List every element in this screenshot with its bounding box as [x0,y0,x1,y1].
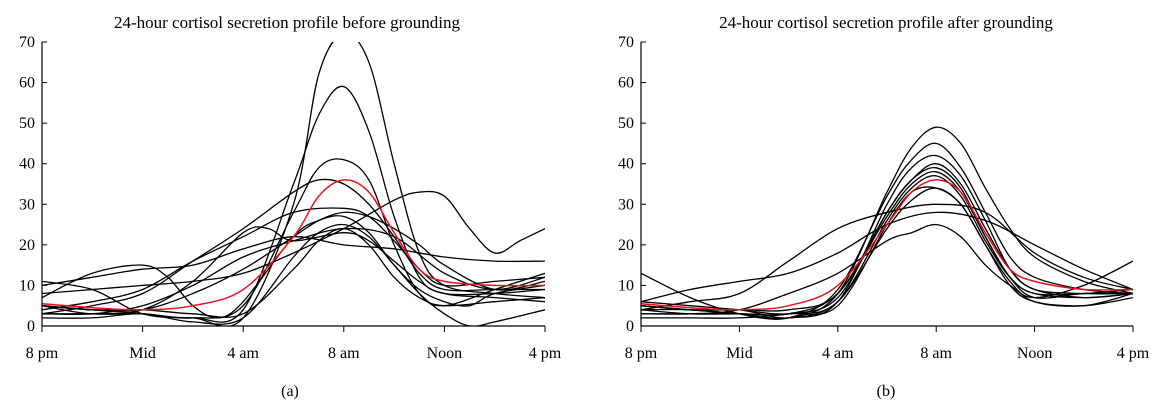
series-line-mean-a [42,179,545,311]
y-tick-label-a-10: 10 [19,277,35,294]
series-lines-a [42,42,545,326]
chart-panel-a: 24-hour cortisol secretion profile befor… [19,13,562,400]
series-line-b-1 [641,126,1133,320]
plot-area-b: 0 10 20 30 40 50 60 70 8 pm Mid 4 am 8 am Noon 4 pm [618,34,1150,362]
y-tick-label-a-0: 0 [27,318,35,335]
y-tick-label-a-20: 20 [19,237,35,254]
series-line-b-9 [641,170,1133,316]
x-tick-label-a-5: 4 pm [529,345,562,362]
series-line-a-6 [42,190,545,295]
x-tick-label-b-2: 4 am [822,345,854,362]
x-tick-label-b-1: Mid [726,345,753,362]
chart-title-a: 24-hour cortisol secretion profile befor… [114,13,461,32]
x-tick-label-a-4: Noon [427,345,463,362]
panel-label-b: (b) [877,383,896,400]
x-tick-label-a-2: 4 am [227,345,259,362]
x-tick-label-b-0: 8 pm [625,345,658,362]
plot-area-a: 0 10 20 30 40 50 60 70 8 pm Mid 4 am 8 am Noon 4 pm [19,34,562,362]
y-tick-label-b-30: 30 [618,196,634,213]
series-line-a-9 [42,226,545,315]
y-tick-label-b-0: 0 [626,318,634,335]
series-line-a-8 [42,207,545,311]
x-tick-label-b-4: Noon [1017,345,1053,362]
y-tick-label-a-60: 60 [19,75,35,92]
series-line-b-12 [641,163,1133,312]
chart-title-b: 24-hour cortisol secretion profile after… [719,13,1053,32]
y-tick-label-b-50: 50 [618,115,634,132]
x-tick-label-a-0: 8 pm [26,345,59,362]
y-tick-label-b-10: 10 [618,277,634,294]
series-line-b-7 [641,223,1133,315]
x-tick-label-b-5: 4 pm [1117,345,1150,362]
series-lines-b [641,126,1133,320]
series-line-a-1 [42,42,545,326]
series-line-a-4 [42,178,545,315]
y-tick-label-b-40: 40 [618,156,634,173]
y-tick-label-b-60: 60 [618,75,634,92]
y-tick-label-a-40: 40 [19,156,35,173]
x-tick-label-a-1: Mid [129,345,156,362]
chart-panel-b: 24-hour cortisol secretion profile after… [618,13,1150,400]
y-tick-label-b-20: 20 [618,237,634,254]
y-tick-label-a-50: 50 [19,115,35,132]
series-line-a-10 [42,223,545,326]
y-tick-label-b-70: 70 [618,34,634,51]
series-line-mean-b [641,179,1133,311]
panel-label-a: (a) [281,383,299,400]
x-tick-label-b-3: 8 am [920,345,952,362]
series-line-a-7 [42,236,545,287]
x-tick-label-a-3: 8 am [328,345,360,362]
y-tick-label-a-70: 70 [19,34,35,51]
y-tick-label-a-30: 30 [19,196,35,213]
